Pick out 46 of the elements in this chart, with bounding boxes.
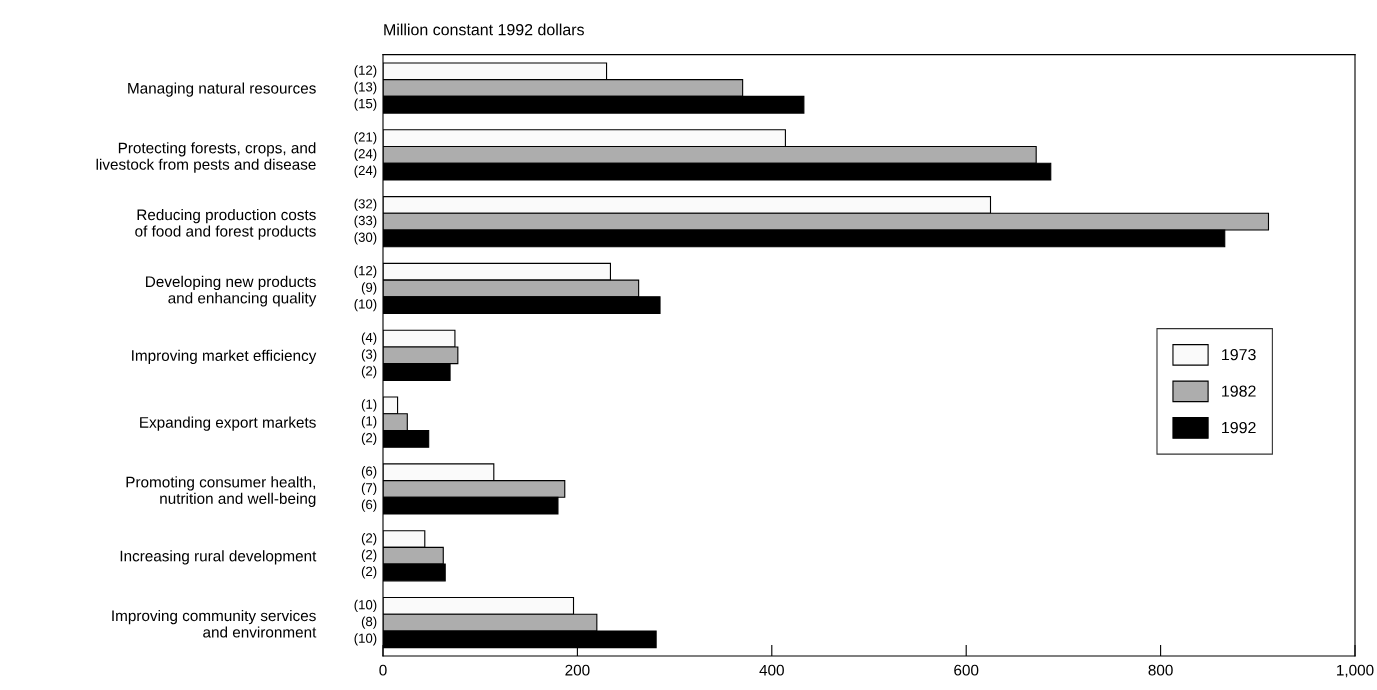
chart-title: Million constant 1992 dollars — [384, 23, 584, 36]
y-tick-label: Managing natural resources — [128, 82, 316, 97]
text: (3) — [361, 349, 377, 362]
text: (12) — [354, 265, 377, 278]
text: (2) — [361, 549, 377, 562]
text: (15) — [354, 98, 377, 111]
x-tick-label: 400 — [759, 664, 784, 676]
text: (12) — [354, 65, 377, 78]
text: (24) — [354, 148, 377, 161]
y-tick-label: Improving market efficiency — [132, 349, 317, 365]
y-tick-label: Increasing rural development — [120, 550, 317, 565]
text: (13) — [354, 81, 377, 95]
y-tick-label: Protecting forests, crops, and livestock from pests and disease — [96, 142, 316, 173]
x-tick-label: 200 — [565, 664, 590, 676]
legend-label: 1973 — [1222, 348, 1256, 361]
text: (21) — [354, 131, 377, 145]
text: (1) — [361, 399, 377, 412]
text: (7) — [361, 482, 377, 496]
text: (9) — [361, 282, 377, 295]
text: (6) — [361, 466, 377, 479]
y-tick-label: Improving community services and environment — [112, 609, 317, 638]
text: (6) — [361, 499, 377, 512]
y-tick-label: Developing new products and enhancing quality — [146, 275, 317, 307]
y-tick-label: Promoting consumer health, nutrition and well-being — [126, 476, 316, 507]
x-tick-label: 600 — [954, 664, 979, 676]
text: (2) — [361, 365, 377, 379]
text: (10) — [354, 633, 377, 646]
text: (32) — [354, 198, 377, 212]
text: (2) — [361, 532, 377, 546]
x-tick-label: 800 — [1148, 664, 1173, 676]
x-tick-label: 0 — [379, 664, 387, 676]
text: (2) — [361, 566, 377, 579]
text: (4) — [361, 332, 377, 345]
text: (24) — [354, 165, 377, 178]
text: (10) — [354, 599, 377, 613]
y-tick-label: Reducing production costs of food and forest products — [135, 209, 316, 240]
text: (33) — [354, 215, 377, 228]
text: (30) — [354, 232, 377, 245]
legend-label: 1992 — [1222, 421, 1256, 434]
text: (2) — [361, 432, 377, 445]
text: (1) — [361, 415, 377, 429]
legend-label: 1982 — [1222, 385, 1256, 397]
y-tick-label: Expanding export markets — [140, 416, 316, 431]
text: (8) — [361, 616, 377, 629]
x-tick-label: 1,000 — [1337, 664, 1374, 678]
text: (10) — [354, 299, 377, 312]
